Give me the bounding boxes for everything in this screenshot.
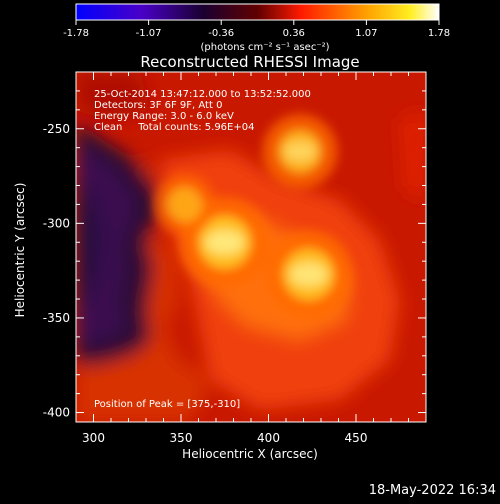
emission-sources xyxy=(153,113,354,319)
timestamp: 18-May-2022 16:34 xyxy=(369,483,496,498)
y-axis-label: Heliocentric Y (arcsec) xyxy=(13,183,27,318)
x-axis-label: Heliocentric X (arcsec) xyxy=(182,447,318,461)
colorbar-ticks: -1.78 -1.07 -0.36 0.36 1.07 1.78 xyxy=(63,20,450,39)
colorbar-tick-label: -1.78 xyxy=(63,28,89,39)
peak-position-label: Position of Peak = [375,-310] xyxy=(94,399,240,410)
colorbar-tick-label: 0.36 xyxy=(283,28,305,39)
colorbar-tick-label: 1.07 xyxy=(355,28,377,39)
x-tick-label: 350 xyxy=(170,431,193,445)
colorbar-tick-label: 1.78 xyxy=(428,28,450,39)
colorbar-tick-label: -1.07 xyxy=(136,28,162,39)
y-tick-label: -350 xyxy=(43,311,70,325)
source-peak xyxy=(205,230,244,255)
annotation-block: 25-Oct-2014 13:47:12.000 to 13:52:52.000… xyxy=(94,89,311,133)
annotation-line-4: Clean Total counts: 5.96E+04 xyxy=(94,122,254,133)
colorbar-gradient xyxy=(75,3,440,21)
y-tick-label: -250 xyxy=(43,122,70,136)
source-peak xyxy=(284,141,316,162)
annotation-line-3: Energy Range: 3.0 - 6.0 keV xyxy=(94,111,234,122)
colorbar: -1.78 -1.07 -0.36 0.36 1.07 1.78 (photons cm⁻… xyxy=(63,3,450,53)
x-axis: 300 350 400 450 xyxy=(82,72,409,445)
x-tick-label: 300 xyxy=(82,431,105,445)
colorbar-units: (photons cm⁻² s⁻¹ asec⁻²) xyxy=(200,42,329,53)
colorbar-tick-label: -0.36 xyxy=(208,28,234,39)
annotation-line-2: Detectors: 3F 6F 9F, Att 0 xyxy=(94,100,222,111)
y-axis: -250 -300 -350 -400 xyxy=(43,90,426,420)
x-tick-label: 400 xyxy=(257,431,280,445)
source-peak xyxy=(290,262,328,287)
chart-title: Reconstructed RHESSI Image xyxy=(140,53,359,71)
annotation-line-1: 25-Oct-2014 13:47:12.000 to 13:52:52.000 xyxy=(94,89,311,100)
heatmap-area xyxy=(76,72,426,422)
x-tick-label: 450 xyxy=(345,431,368,445)
y-tick-label: -300 xyxy=(43,216,70,230)
y-tick-label: -400 xyxy=(43,406,70,420)
source-core xyxy=(166,186,203,223)
